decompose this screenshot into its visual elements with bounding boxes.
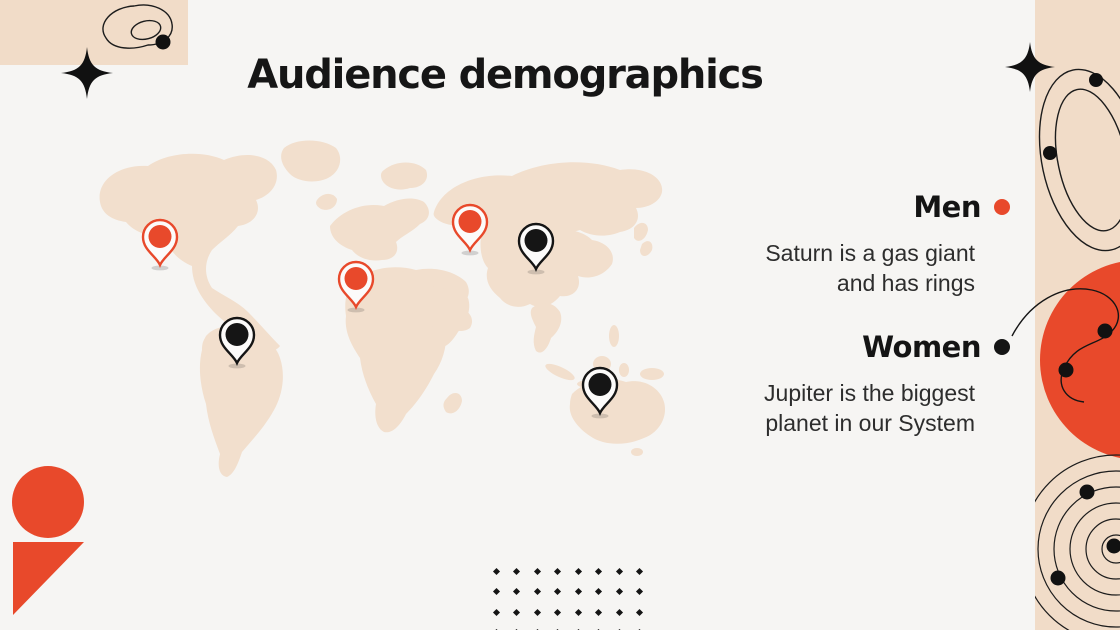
grid-dot: [492, 588, 500, 596]
legend-item-men: Men Saturn is a gas giant and has rings: [765, 190, 1010, 298]
grid-dot: [554, 608, 562, 616]
continents: [99, 140, 666, 477]
orbit-dot: [155, 34, 171, 50]
grid-dot: [533, 608, 541, 616]
continent-greenland: [281, 140, 341, 182]
women-label: Women: [862, 330, 981, 364]
squiggle-dot: [1097, 323, 1113, 339]
region-arabia: [388, 270, 434, 315]
legend-item-women: Women Jupiter is the biggest planet in o…: [764, 330, 1010, 438]
grid-dot: [636, 608, 644, 616]
grid-dot: [533, 567, 541, 575]
map-pin-australia: [581, 366, 619, 419]
grid-dot: [513, 588, 521, 596]
grid-dot: [574, 567, 582, 575]
region-scandinavia: [380, 162, 428, 190]
grid-dot: [615, 588, 623, 596]
spiral-dot: [1079, 484, 1095, 500]
men-dot-icon: [994, 199, 1010, 215]
diamond-dots-grid: [486, 561, 650, 630]
grid-dot: [595, 567, 603, 575]
grid-dot: [492, 567, 500, 575]
spiral-rings-doodle: [1035, 454, 1120, 630]
island-tasmania: [631, 448, 643, 456]
map-pin-south-america: [218, 316, 256, 369]
grid-dot: [513, 567, 521, 575]
figure-circle: [12, 466, 84, 538]
beige-corner-rect: [0, 0, 188, 65]
men-description: Saturn is a gas giant and has rings: [765, 240, 975, 296]
demographics-legend: Men Saturn is a gas giant and has rings …: [680, 190, 1010, 470]
women-description: Jupiter is the biggest planet in our Sys…: [764, 380, 975, 436]
map-pin-east-asia: [517, 222, 555, 275]
island-philippines: [609, 325, 619, 347]
continent-europe: [330, 198, 429, 261]
map-pin-central-asia: [451, 203, 489, 256]
grid-dot: [533, 588, 541, 596]
world-map: [99, 140, 666, 477]
island-new-guinea: [640, 368, 664, 380]
island-britain: [316, 193, 337, 210]
map-pins-layer: [141, 203, 619, 419]
sparkle-icon: [61, 47, 113, 99]
region-india: [431, 287, 470, 348]
island-sulawesi: [619, 363, 629, 377]
page-title: Audience demographics: [247, 52, 764, 98]
spiral-dot: [1050, 570, 1066, 586]
continent-south-america: [199, 326, 283, 477]
grid-dot: [574, 588, 582, 596]
orbit-blob-doodle: [102, 4, 173, 50]
orbit-dot: [1089, 73, 1103, 87]
grid-dot: [615, 567, 623, 575]
island-madagascar: [443, 392, 462, 414]
island-japan: [634, 222, 653, 256]
region-indochina: [530, 303, 562, 353]
men-label: Men: [913, 190, 981, 224]
grid-dot: [595, 608, 603, 616]
map-pin-north-africa: [337, 260, 375, 313]
red-dot-figure: [12, 466, 84, 615]
grid-dot: [595, 588, 603, 596]
red-planet-circle: [1040, 262, 1120, 458]
region-siberia: [433, 162, 663, 236]
grid-dot: [615, 608, 623, 616]
right-decoration-bar: [1005, 0, 1120, 630]
top-left-decoration: [0, 0, 188, 99]
orbit-rings-doodle: [1038, 68, 1120, 252]
orbit-dot: [1043, 146, 1057, 160]
figure-triangle: [13, 542, 84, 615]
legend-head: Women: [764, 330, 1010, 364]
island-sumatra: [545, 363, 575, 381]
grid-dot: [574, 608, 582, 616]
map-pin-north-america: [141, 218, 179, 271]
grid-dot: [636, 588, 644, 596]
grid-dot: [554, 567, 562, 575]
grid-dot: [636, 567, 644, 575]
spiral-dot: [1106, 538, 1120, 554]
squiggle-doodle: [1011, 288, 1120, 403]
squiggle-dot: [1058, 362, 1074, 378]
region-china: [480, 223, 613, 307]
women-dot-icon: [994, 339, 1010, 355]
grid-dot: [492, 608, 500, 616]
continent-north-america: [99, 153, 280, 352]
grid-dot: [513, 608, 521, 616]
sparkle-icon: [1005, 42, 1055, 92]
legend-head: Men: [765, 190, 1010, 224]
grid-dot: [554, 588, 562, 596]
